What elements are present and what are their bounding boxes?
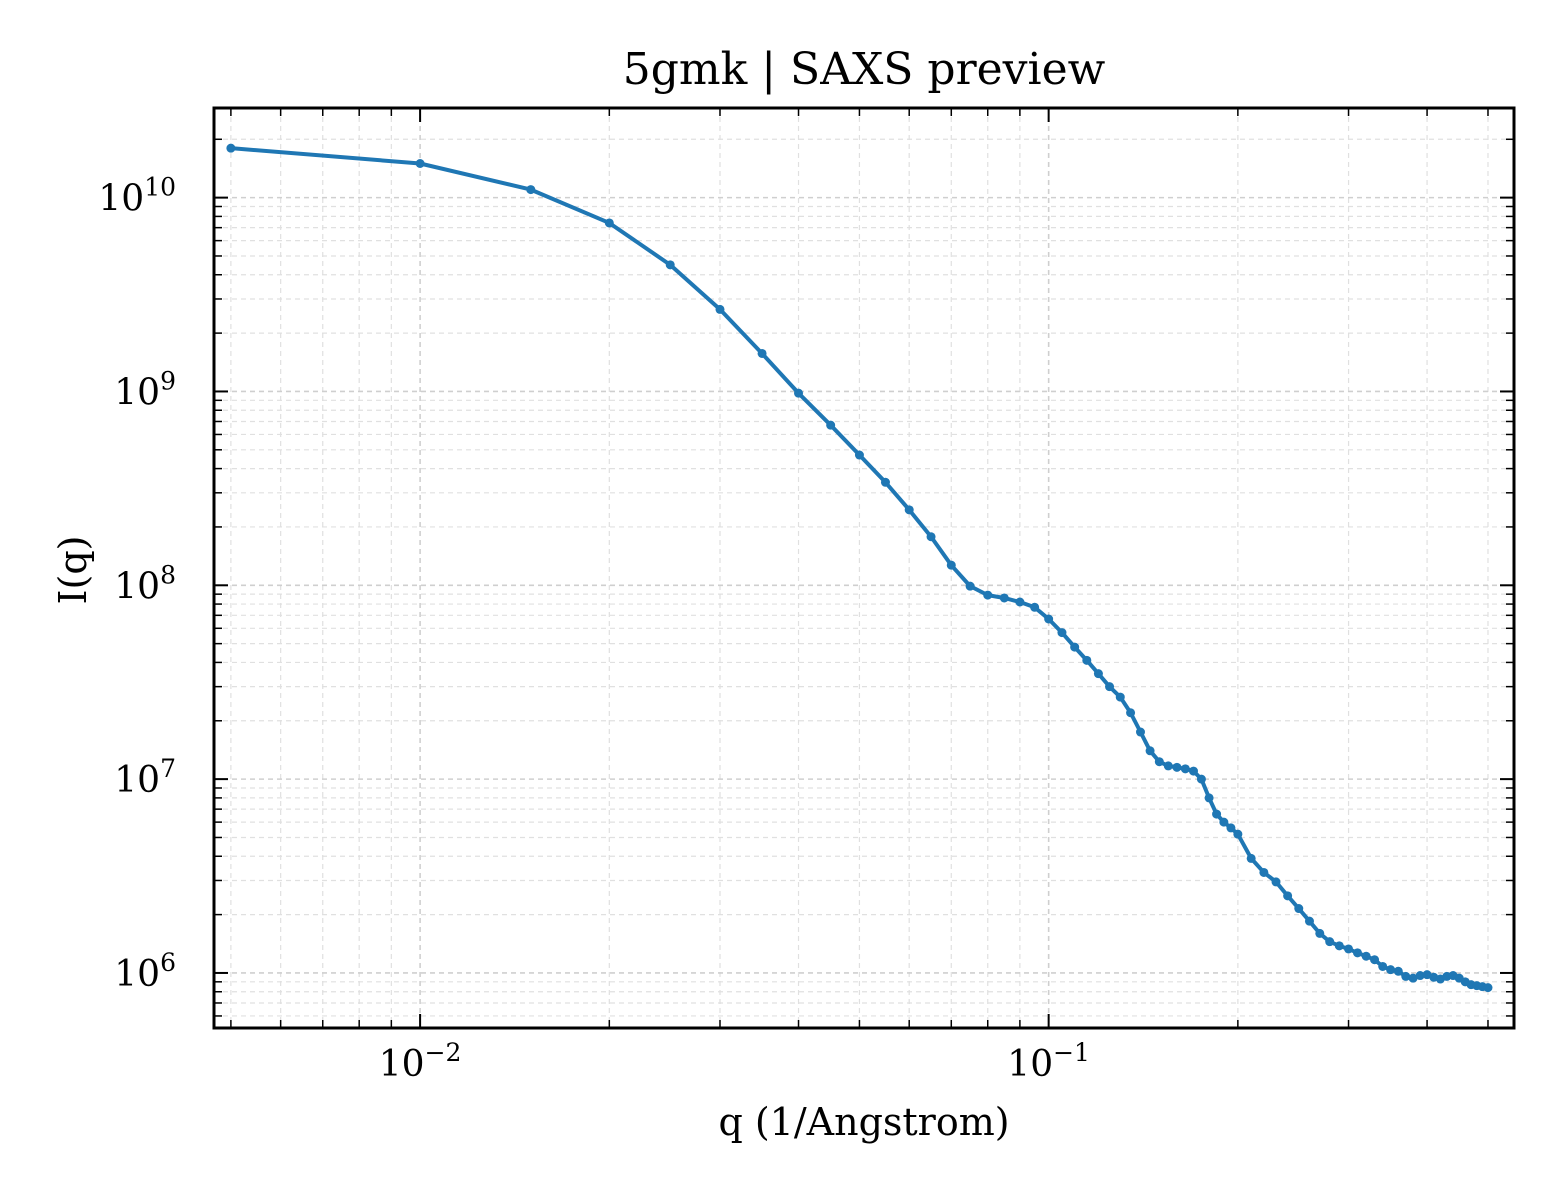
data-point <box>1154 757 1164 767</box>
data-point <box>1030 602 1040 612</box>
data-point <box>1015 597 1025 607</box>
data-point <box>983 590 993 600</box>
data-point <box>1163 761 1173 771</box>
axis-ticks <box>214 108 1514 1028</box>
series-layer <box>226 143 1493 993</box>
data-point <box>1204 793 1214 803</box>
chart-title: 5gmk | SAXS preview <box>623 44 1106 95</box>
data-point <box>1422 970 1432 980</box>
data-point <box>1180 764 1190 774</box>
data-point <box>1246 853 1256 863</box>
data-point <box>1105 682 1115 692</box>
data-point <box>1044 614 1054 624</box>
x-tick-labels: 10−2 10−1 <box>379 1038 1090 1085</box>
data-point <box>1172 762 1182 772</box>
data-point <box>1361 951 1371 961</box>
data-point <box>665 260 675 270</box>
data-point <box>1370 955 1380 965</box>
minor-grid <box>214 108 1514 1028</box>
x-tick-label: 10−1 <box>1007 1038 1090 1085</box>
data-point <box>1188 766 1198 776</box>
data-point <box>794 388 804 398</box>
data-point <box>1352 948 1362 958</box>
data-point <box>926 532 936 542</box>
data-point <box>826 420 836 430</box>
data-point <box>1401 971 1411 981</box>
data-point <box>1115 692 1125 702</box>
data-point <box>415 158 425 168</box>
data-point <box>1212 809 1222 819</box>
major-grid <box>214 108 1514 1028</box>
data-point <box>1408 973 1418 983</box>
data-point <box>1126 708 1136 718</box>
data-point <box>1393 966 1403 976</box>
y-tick-label: 107 <box>114 754 176 801</box>
y-tick-label: 108 <box>114 560 176 607</box>
data-point <box>1334 941 1344 951</box>
x-axis-label: q (1/Angstrom) <box>718 1100 1009 1144</box>
data-point <box>1304 916 1314 926</box>
plot-frame <box>212 106 1516 1030</box>
data-point <box>757 348 767 358</box>
data-point <box>1226 823 1236 833</box>
data-point <box>1070 642 1080 652</box>
data-point <box>946 560 956 570</box>
data-point <box>715 304 725 314</box>
data-point <box>1271 877 1281 887</box>
data-point <box>1483 983 1493 993</box>
x-tick-label: 10−2 <box>379 1038 462 1085</box>
data-point <box>1283 891 1293 901</box>
data-point <box>880 477 890 487</box>
data-point <box>604 218 614 228</box>
data-point <box>526 185 536 195</box>
data-point <box>1315 928 1325 938</box>
data-point <box>1233 829 1243 839</box>
data-point <box>1344 944 1354 954</box>
y-tick-label: 109 <box>114 366 176 413</box>
data-point <box>999 593 1009 603</box>
data-point <box>1219 817 1229 827</box>
data-point <box>1386 965 1396 975</box>
data-point <box>1057 628 1067 638</box>
data-point <box>1196 774 1206 784</box>
data-point <box>854 450 864 460</box>
data-point <box>1325 937 1335 947</box>
data-point <box>1294 904 1304 914</box>
y-tick-label: 106 <box>114 948 176 995</box>
y-tick-labels: 106 107 108 109 1010 <box>98 173 176 995</box>
data-point <box>1093 669 1103 679</box>
data-point <box>904 505 914 515</box>
data-point <box>1259 867 1269 877</box>
y-tick-label: 1010 <box>98 173 176 220</box>
data-point <box>965 581 975 591</box>
data-point <box>226 143 236 153</box>
y-axis-label: I(q) <box>51 536 95 605</box>
data-point <box>1145 746 1155 756</box>
data-point <box>1135 727 1145 737</box>
data-point <box>1415 971 1425 981</box>
data-point <box>1378 961 1388 971</box>
data-point <box>1082 655 1092 665</box>
